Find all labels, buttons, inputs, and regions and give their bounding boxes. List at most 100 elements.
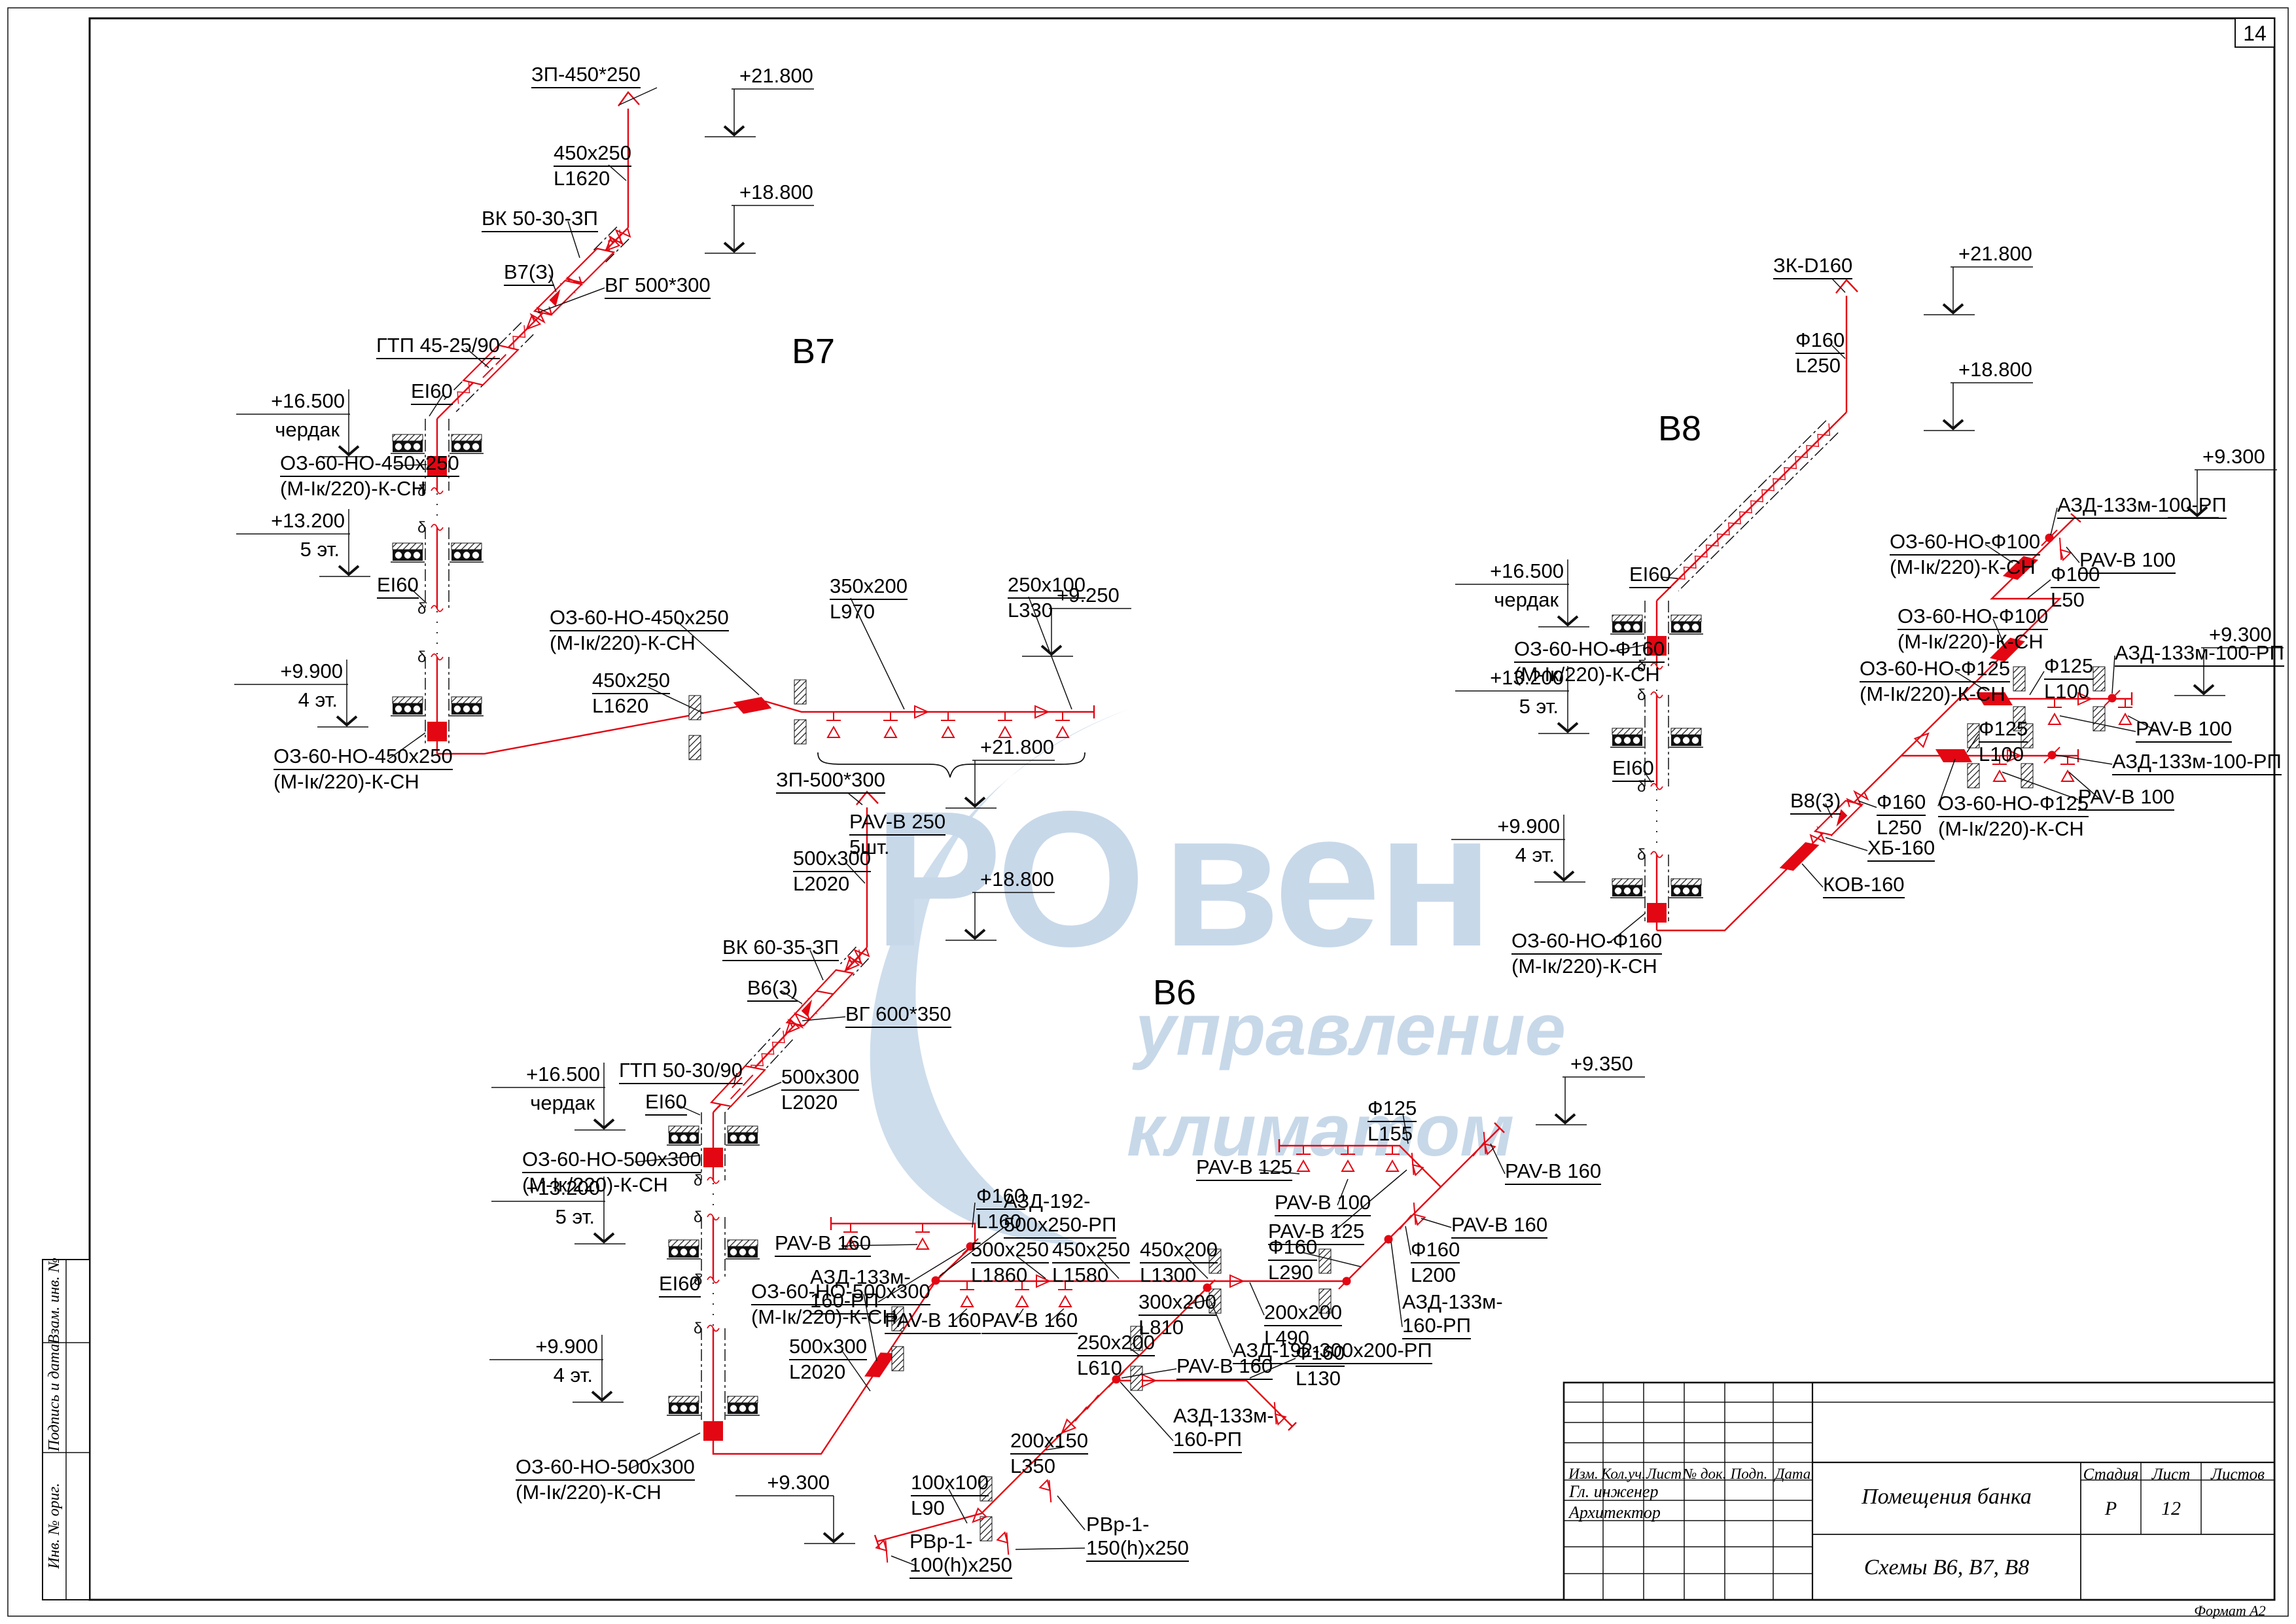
label-ozf100-a: ОЗ-60-НО-Ф100 (М-Iк/220)-К-СН bbox=[1890, 530, 2041, 578]
sym-dif bbox=[2047, 699, 2062, 725]
grouping-brace bbox=[817, 752, 1086, 778]
label-labels-v6_d450_250: 450х250 L1580 bbox=[1052, 1238, 1130, 1286]
tb-drawing-name: Схемы В6, В7, В8 bbox=[1863, 1555, 2030, 1580]
sym-brk: δ bbox=[694, 1320, 720, 1337]
label-labels-v8_valve: В8(З) bbox=[1790, 789, 1841, 815]
label-labels-v8_zk: ЗК-D160 bbox=[1773, 254, 1853, 279]
tb-col-izm: Изм. bbox=[1568, 1466, 1598, 1482]
label-oz500-b: ОЗ-60-НО-500х300 (М-Iк/220)-К-СН bbox=[516, 1455, 695, 1504]
label-f125-a: Ф125 L100 bbox=[2044, 654, 2094, 703]
sym-dampP bbox=[733, 697, 772, 714]
sym-flag bbox=[844, 955, 860, 972]
level-mark-lvl16500: +16.500 bbox=[1490, 559, 1564, 582]
tb-col-data: Дата bbox=[1775, 1466, 1811, 1482]
level-mark-lvl9900: +9.900 bbox=[535, 1335, 598, 1358]
label-labels-v6_gtp: ГТП 50-30/90 bbox=[619, 1059, 743, 1084]
sym-wall bbox=[891, 1306, 904, 1371]
level-mark-lvl9300: +9.300 bbox=[2209, 623, 2272, 646]
level-mark-lvl13200-floor: 5 эт. bbox=[300, 538, 340, 561]
tb-sheet-value: 12 bbox=[2161, 1498, 2181, 1519]
tb-col-podp: Подп. bbox=[1730, 1466, 1768, 1482]
sym-dif bbox=[1015, 1281, 1029, 1307]
sym-dif bbox=[843, 1224, 858, 1250]
label-azd100-a: АЗД-133м-100-РП bbox=[2057, 493, 2227, 519]
label-ozf125-a: ОЗ-60-НО-Ф125 (М-Iк/220)-К-СН bbox=[1860, 657, 2011, 705]
label-ei60-v7b: EI60 bbox=[377, 573, 419, 599]
sym-dot bbox=[2041, 529, 2058, 546]
label-labels-v6_f160_290: Ф160 L290 bbox=[1268, 1235, 1318, 1284]
level-mark-lvl13200: +13.200 bbox=[526, 1176, 600, 1199]
watermark-brand-left: РО bbox=[874, 771, 1142, 987]
label-labels-v8_hb: ХБ-160 bbox=[1867, 836, 1935, 862]
sym-brk: δ bbox=[417, 482, 444, 500]
label-labels-v6_f160_200: Ф160 L200 bbox=[1411, 1238, 1460, 1286]
sym-flag bbox=[1034, 705, 1050, 719]
sym-dif bbox=[1296, 1146, 1311, 1172]
label-labels-v6_title: В6 bbox=[1153, 973, 1197, 1012]
title-block bbox=[1563, 1381, 2276, 1601]
sym-pavS bbox=[1413, 1202, 1426, 1226]
sym-dif bbox=[826, 712, 841, 738]
sym-valve bbox=[1813, 800, 1864, 836]
label-labels-v7_duct2: 450х250 L1620 bbox=[592, 669, 670, 717]
sym-brk: δ bbox=[1637, 686, 1663, 704]
fire-damper bbox=[1647, 636, 1667, 656]
format-note: Формат А2 bbox=[2194, 1602, 2266, 1619]
sym-dot bbox=[962, 1238, 979, 1255]
level-mark-lvl13200-floor: 5 эт. bbox=[555, 1205, 595, 1228]
level-mark-lvl18800: +18.800 bbox=[1958, 358, 2032, 381]
tb-col-list: Лист bbox=[1646, 1466, 1682, 1482]
label-ei60-v8a: EI60 bbox=[1629, 563, 1671, 588]
label-labels-v6_rvr100: РВр-1- 100(h)х250 bbox=[910, 1530, 1012, 1579]
svg-text:δ: δ bbox=[694, 1320, 702, 1337]
tb-role-architect: Архитектор bbox=[1569, 1503, 1661, 1522]
sym-brk: δ bbox=[694, 1172, 720, 1190]
label-pav100-d: PAV-В 100 bbox=[1275, 1191, 1371, 1216]
sym-dif bbox=[1992, 756, 2007, 782]
label-azd160-b: АЗД-133м- 160-РП bbox=[1402, 1290, 1503, 1339]
label-labels-v8_f100_50: Ф100 L50 bbox=[2051, 563, 2100, 611]
fire-damper bbox=[703, 1148, 723, 1167]
label-oz450-b: ОЗ-60-НО-450х250 (М-Iк/220)-К-СН bbox=[274, 745, 453, 793]
level-mark-lvl9900: +9.900 bbox=[280, 660, 343, 682]
level-mark-lvl9350: +9.350 bbox=[1570, 1052, 1633, 1075]
sym-dif bbox=[1055, 712, 1070, 738]
sym-dif bbox=[1385, 1146, 1400, 1172]
outer-border bbox=[7, 7, 2289, 1617]
sym-pavS bbox=[1273, 1402, 1287, 1426]
label-labels-v7_d350: 350х200 L970 bbox=[830, 574, 908, 623]
level-mark-lvl13200-floor: 5 эт. bbox=[1519, 695, 1559, 718]
label-labels-v6_rvr150: РВр-1- 150(h)х250 bbox=[1086, 1513, 1189, 1562]
sym-pavS bbox=[1411, 1152, 1424, 1176]
level-mark-lvl16500-floor: чердак bbox=[275, 418, 340, 441]
level-mark-lvl9300: +9.300 bbox=[767, 1471, 830, 1494]
label-pav100-c: PAV-В 100 bbox=[2078, 785, 2175, 811]
label-v8-f160-b: Ф160 L250 bbox=[1877, 790, 1926, 839]
sym-dot bbox=[1108, 1371, 1125, 1388]
label-labels-azd192_300: АЗД-192-300х200-РП bbox=[1233, 1339, 1432, 1364]
label-ei60-v6a: EI60 bbox=[645, 1090, 687, 1116]
sym-wall bbox=[688, 695, 701, 760]
tb-sheet-label: Лист bbox=[2151, 1466, 2191, 1483]
svg-text:δ: δ bbox=[417, 648, 426, 666]
sym-pavS bbox=[996, 1531, 1010, 1555]
label-pav100-a: PAV-В 100 bbox=[2079, 548, 2176, 574]
sym-brk: δ bbox=[417, 648, 444, 666]
level-mark-lvl9900-floor: 4 эт. bbox=[1515, 843, 1555, 866]
label-labels-v6_f160_130: Ф160 L130 bbox=[1296, 1341, 1345, 1390]
stamp-inv-orig: Инв. № ориг. bbox=[46, 1483, 63, 1569]
label-labels-v6_d300_200: 300х200 L810 bbox=[1139, 1290, 1216, 1339]
label-labels-v8_kov: КОВ-160 bbox=[1823, 873, 1905, 898]
label-azd160-c: АЗД-133м- 160-РП bbox=[1173, 1404, 1274, 1453]
label-labels-v6_zp: ЗП-500*300 bbox=[776, 768, 885, 794]
tb-col-ndok: № док. bbox=[1682, 1466, 1727, 1482]
tb-col-koluch: Кол.уч. bbox=[1600, 1466, 1646, 1482]
sym-brk: δ bbox=[417, 600, 444, 618]
sym-dif bbox=[998, 712, 1012, 738]
watermark: РО вен управление климатом bbox=[870, 705, 1566, 1245]
sym-flag bbox=[2077, 692, 2093, 706]
label-pav160-f: PAV-В 160 bbox=[1176, 1354, 1273, 1380]
sym-dif bbox=[883, 712, 898, 738]
sym-wall bbox=[794, 679, 807, 745]
